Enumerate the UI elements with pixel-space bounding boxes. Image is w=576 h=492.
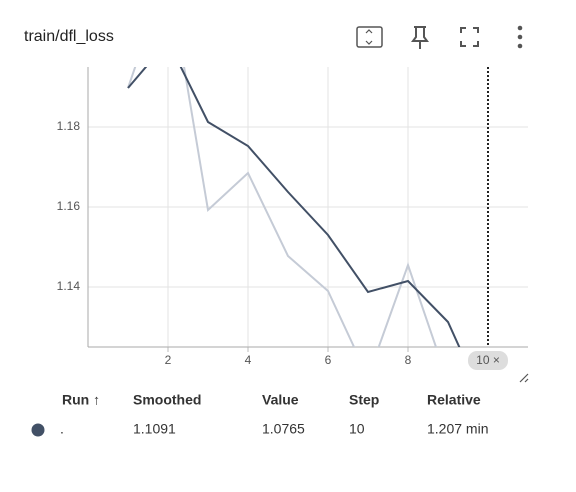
cell: 1.207 min bbox=[427, 421, 488, 437]
x-tick-label: 8 bbox=[405, 353, 412, 367]
cursor-label: 10 × bbox=[476, 353, 500, 367]
series-line bbox=[127, 67, 461, 347]
column-header: Smoothed bbox=[133, 392, 201, 408]
column-header: Value bbox=[262, 392, 299, 408]
menu-icon[interactable] bbox=[517, 25, 523, 49]
data-table: Run ↑ Smoothed Value Step Relative. 1.1091 1.0… bbox=[31, 392, 488, 437]
fullscreen-icon[interactable] bbox=[460, 27, 479, 47]
column-header: Run ↑ bbox=[62, 392, 100, 408]
column-header: Step bbox=[349, 392, 379, 408]
resize-handle[interactable] bbox=[519, 373, 529, 383]
fit-icon[interactable] bbox=[356, 26, 383, 48]
y-tick-label: 1.16 bbox=[57, 199, 81, 213]
x-tick-label: 6 bbox=[325, 353, 332, 367]
y-tick-label: 1.18 bbox=[57, 119, 81, 133]
cell: 1.1091 bbox=[133, 421, 176, 437]
cell: . bbox=[60, 421, 64, 437]
cell: 10 bbox=[349, 421, 365, 437]
column-header: Relative bbox=[427, 392, 481, 408]
cell: 1.0765 bbox=[262, 421, 305, 437]
y-tick-label: 1.14 bbox=[57, 279, 81, 293]
chart: 1.14 1.16 1.18 2 4 6 8 10 × bbox=[57, 67, 528, 370]
card-title: train/dfl_loss bbox=[24, 28, 114, 45]
x-tick-label: 4 bbox=[245, 353, 252, 367]
run-color bbox=[31, 423, 45, 437]
cursor-badge bbox=[468, 351, 508, 370]
pin-icon[interactable] bbox=[411, 26, 429, 49]
series-line bbox=[127, 67, 438, 347]
x-tick-label: 2 bbox=[165, 353, 172, 367]
